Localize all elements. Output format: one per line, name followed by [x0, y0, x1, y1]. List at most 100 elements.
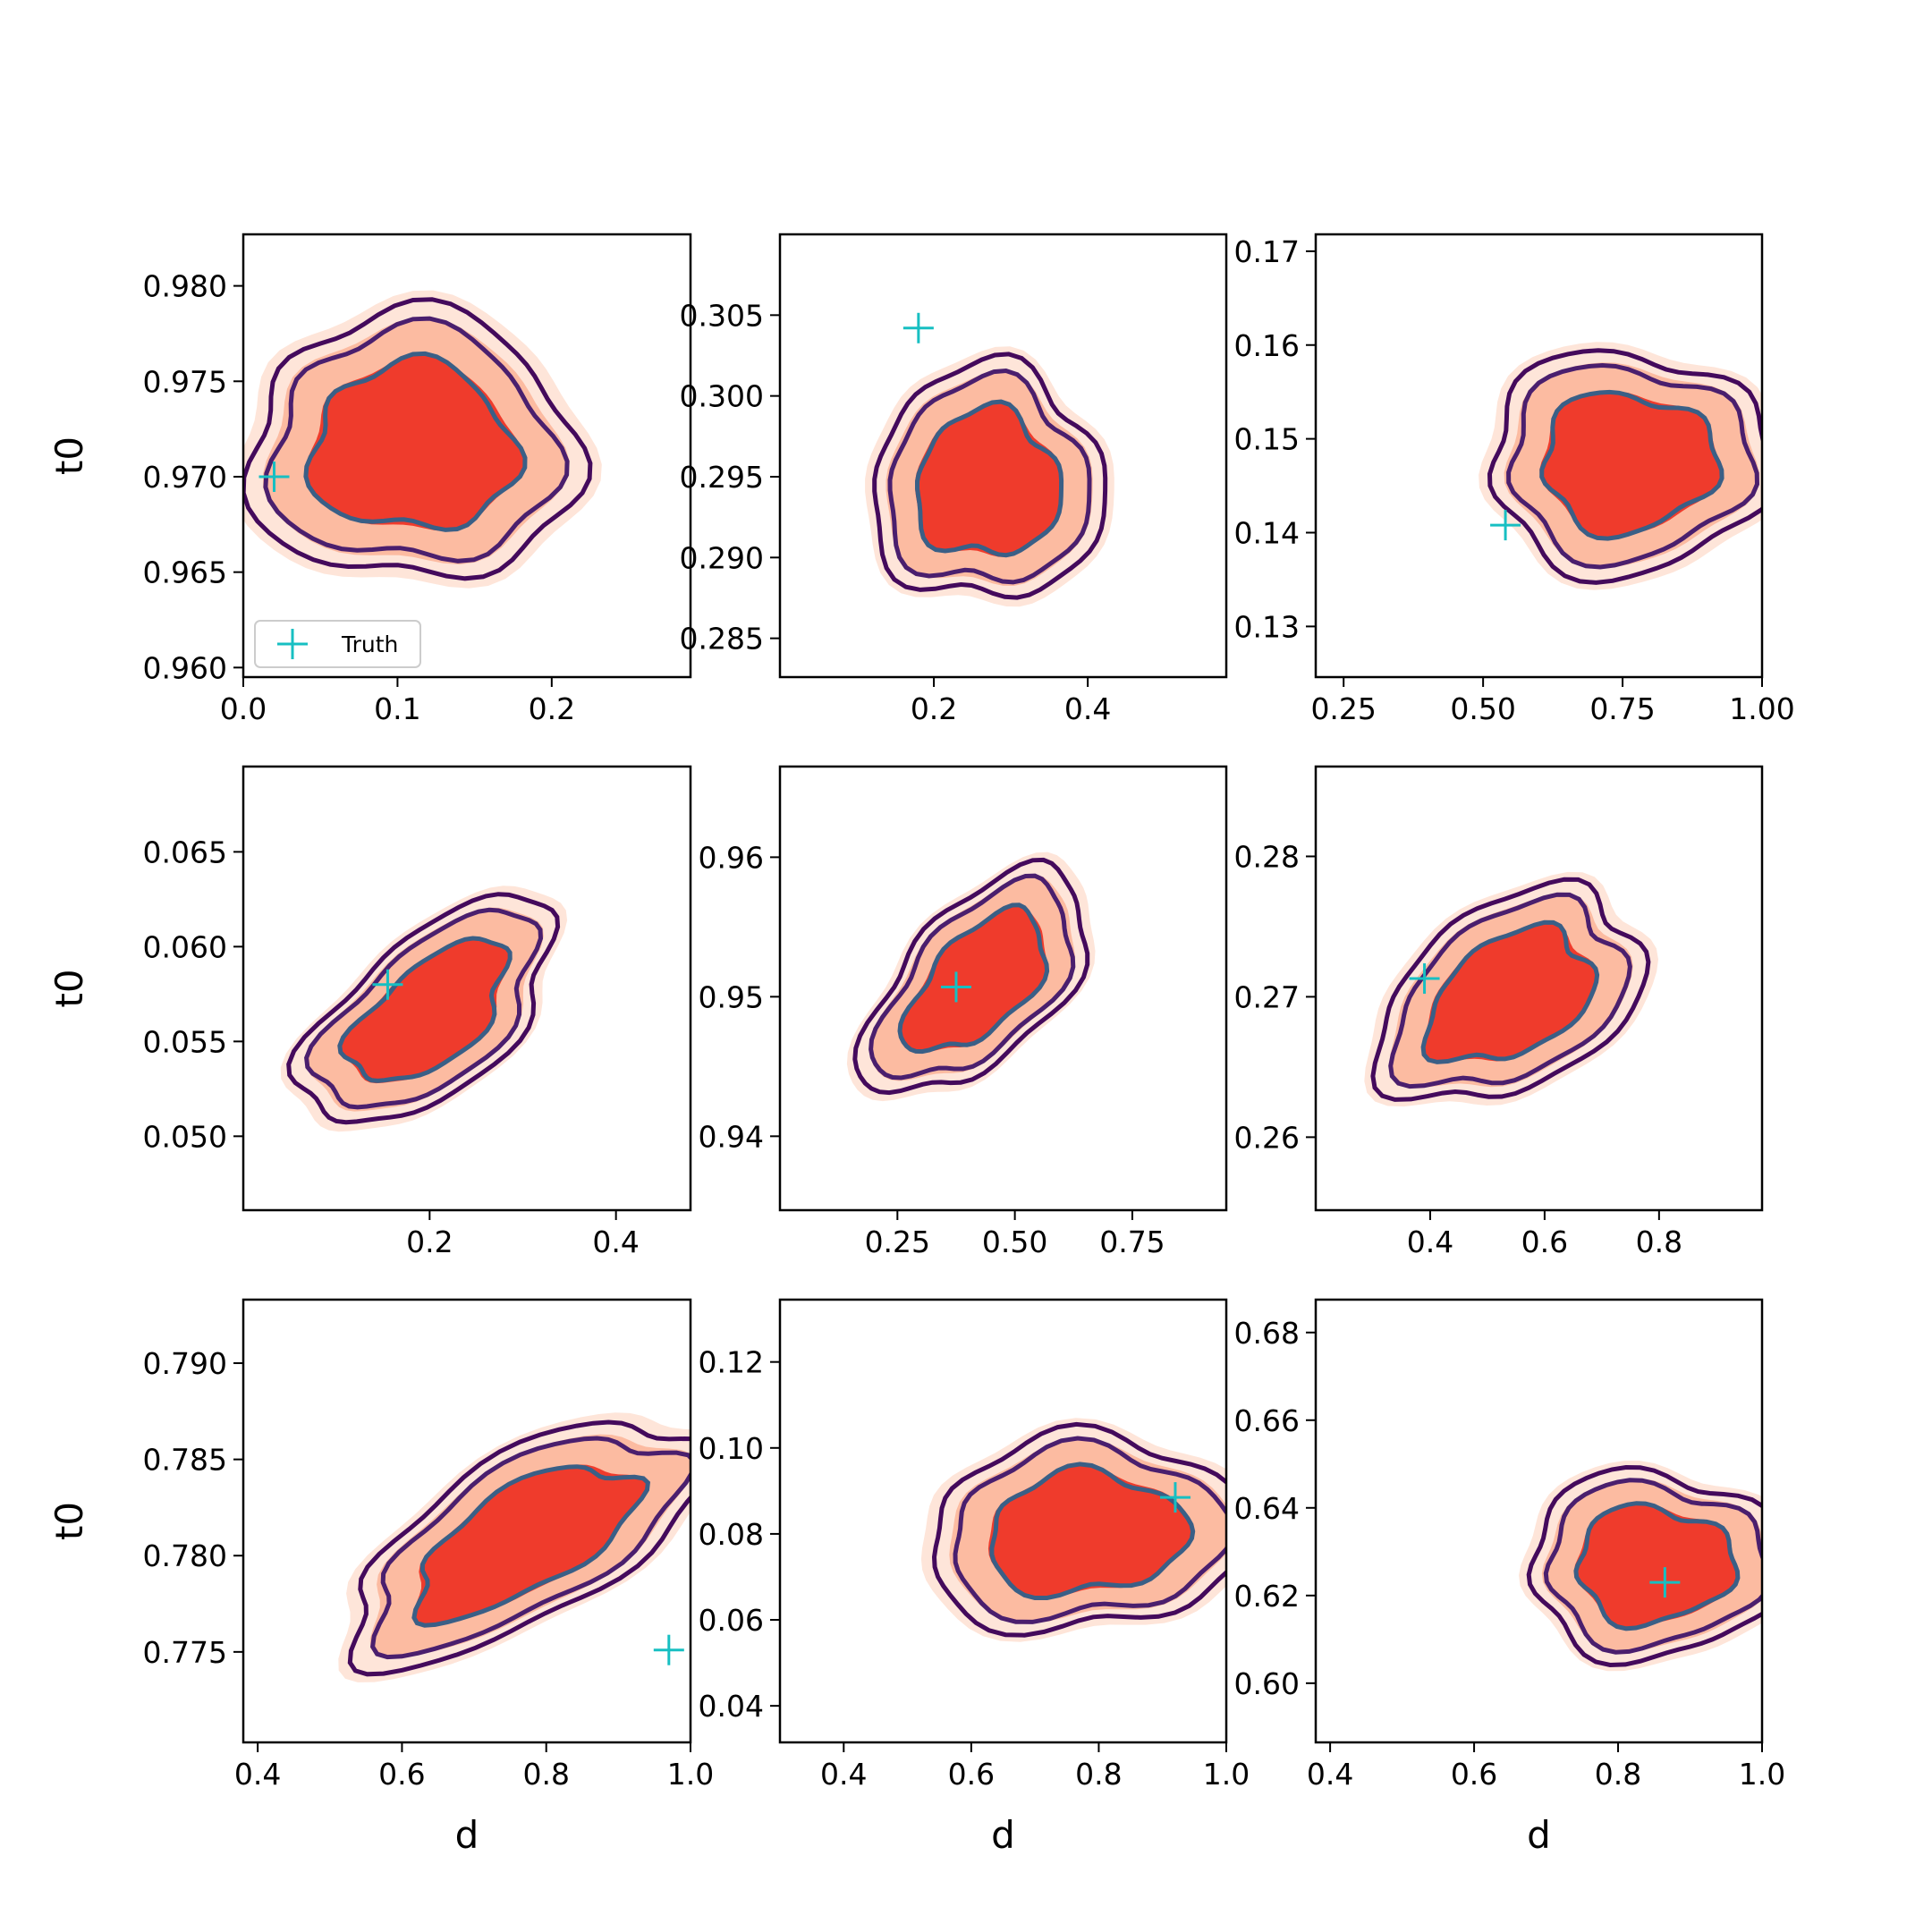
axes-frame	[778, 233, 1228, 679]
y-tick-label: 0.970	[143, 460, 227, 495]
density-fill-inner	[341, 937, 512, 1084]
legend: Truth	[254, 620, 421, 668]
legend-label: Truth	[341, 631, 398, 657]
x-axis-label: d	[455, 1813, 479, 1857]
y-tick-label: 0.27	[1234, 979, 1300, 1014]
contour-mid	[1506, 362, 1760, 570]
y-tick-label: 0.15	[1234, 422, 1300, 457]
contour-mid	[370, 1436, 691, 1660]
contour-inner	[897, 902, 1050, 1055]
plot-area	[280, 886, 568, 1132]
y-tick-label: 0.290	[680, 540, 764, 575]
plot-area	[865, 346, 1114, 607]
panel-4: 0.2 0.4 0.050 0.055 0.060 0.065 t0	[47, 765, 692, 1259]
y-tick-label: 0.055	[143, 1024, 227, 1059]
y-tick-label: 0.62	[1234, 1579, 1300, 1614]
density-fill-inner	[987, 1465, 1194, 1598]
contour-inner	[1539, 389, 1724, 541]
y-tick-label: 0.975	[143, 364, 227, 399]
contour-inner	[337, 936, 513, 1083]
contour-mid	[887, 368, 1092, 585]
contour-outer	[286, 892, 561, 1125]
x-tick-label: 0.4	[1307, 1757, 1353, 1792]
axes-frame	[1314, 1298, 1764, 1744]
y-tick-label: 0.68	[1234, 1316, 1300, 1351]
contour-mid	[1388, 892, 1632, 1089]
density-fill-inner	[1573, 1503, 1739, 1628]
y-tick-label: 0.060	[143, 929, 227, 964]
y-tick-label: 0.08	[699, 1517, 764, 1552]
y-tick-label: 0.775	[143, 1635, 227, 1670]
panel-1: 0.0 0.1 0.2 0.960 0.965 0.970 0.975 0.980 t0 Trut…	[47, 233, 692, 726]
x-tick-label: 0.6	[1451, 1757, 1497, 1792]
y-tick-label: 0.300	[680, 379, 764, 414]
x-tick-label: 0.6	[1521, 1224, 1568, 1259]
x-tick-label: 0.25	[865, 1224, 930, 1259]
y-tick-label: 0.64	[1234, 1491, 1300, 1526]
y-tick-label: 0.785	[143, 1443, 227, 1478]
y-axis-label: t0	[47, 436, 91, 475]
contour-outer	[243, 297, 593, 581]
y-tick-label: 0.13	[1234, 609, 1300, 644]
x-tick-label: 0.25	[1310, 691, 1376, 726]
y-tick-label: 0.66	[1234, 1403, 1300, 1438]
x-tick-label: 1.0	[1203, 1757, 1250, 1792]
contour-outer	[852, 857, 1090, 1096]
panel-3: 0.25 0.50 0.75 1.00 0.13 0.14 0.15 0.16 0.17	[1234, 233, 1795, 726]
x-tick-label: 0.8	[522, 1757, 569, 1792]
y-tick-label: 0.16	[1234, 328, 1300, 363]
y-tick-label: 0.790	[143, 1346, 227, 1381]
y-tick-label: 0.050	[143, 1119, 227, 1154]
x-axis-label: d	[991, 1813, 1015, 1857]
x-axis-label: d	[1527, 1813, 1551, 1857]
contour-outer	[872, 352, 1108, 600]
y-tick-label: 0.95	[699, 979, 764, 1014]
y-tick-label: 0.17	[1234, 234, 1300, 269]
y-tick-label: 0.980	[143, 269, 227, 304]
x-tick-label: 0.8	[1636, 1224, 1682, 1259]
axes-frame	[778, 765, 1228, 1212]
contour-outer	[1370, 877, 1651, 1102]
legend-box	[254, 620, 421, 668]
x-tick-label: 0.6	[378, 1757, 425, 1792]
panel-2: 0.2 0.4 0.285 0.290 0.295 0.300 0.305	[680, 233, 1228, 726]
plot-area	[243, 290, 602, 589]
x-tick-label: 0.2	[911, 691, 957, 726]
x-tick-label: 0.2	[529, 691, 575, 726]
y-tick-label: 0.305	[680, 298, 764, 333]
x-tick-label: 0.8	[1595, 1757, 1641, 1792]
y-axis-label: t0	[47, 1502, 91, 1540]
x-tick-label: 0.4	[820, 1757, 867, 1792]
x-tick-label: 0.0	[220, 691, 267, 726]
contour-mid	[304, 907, 544, 1110]
x-tick-label: 1.0	[1739, 1757, 1785, 1792]
plot-area	[338, 1412, 691, 1682]
x-tick-label: 0.6	[948, 1757, 995, 1792]
panel-5: 0.25 0.50 0.75 0.94 0.95 0.96	[699, 765, 1228, 1259]
axes-frame	[242, 233, 692, 679]
y-tick-label: 0.965	[143, 555, 227, 590]
panel-9: 0.4 0.6 0.8 1.0 0.60 0.62 0.64 0.66 0.68 d	[1234, 1298, 1785, 1857]
contour-mid	[869, 873, 1076, 1080]
contour-mid	[953, 1436, 1226, 1624]
axes-frame	[242, 765, 692, 1212]
y-tick-label: 0.295	[680, 460, 764, 495]
contour-inner	[1573, 1501, 1741, 1631]
x-tick-label: 0.75	[1589, 691, 1655, 726]
contour-outer	[347, 1419, 691, 1677]
x-tick-label: 0.8	[1075, 1757, 1122, 1792]
panel-6: 0.4 0.6 0.8 0.26 0.27 0.28	[1234, 765, 1764, 1259]
y-tick-label: 0.04	[699, 1689, 764, 1724]
plot-area	[1364, 871, 1658, 1107]
y-tick-label: 0.960	[143, 650, 227, 685]
contour-outer	[1487, 348, 1762, 585]
x-tick-label: 0.4	[234, 1757, 281, 1792]
x-tick-label: 0.50	[982, 1224, 1047, 1259]
x-tick-label: 0.4	[1407, 1224, 1453, 1259]
panel-8: 0.4 0.6 0.8 1.0 0.04 0.06 0.08 0.10 0.12 d	[699, 1298, 1250, 1857]
axes-frame	[1314, 233, 1764, 679]
contour-inner	[915, 399, 1064, 558]
density-fill-inner	[900, 905, 1047, 1054]
contour-inner	[1420, 919, 1600, 1064]
